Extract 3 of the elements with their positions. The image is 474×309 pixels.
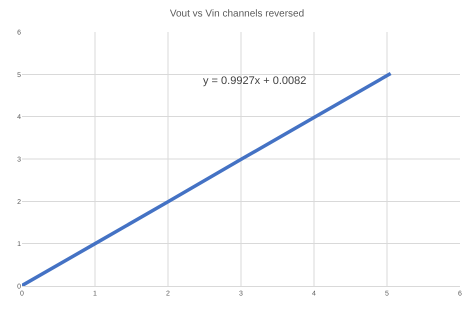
chart-title: Vout vs Vin channels reversed <box>170 8 304 20</box>
annotation: y = 0.9927x + 0.0082 <box>203 75 306 87</box>
line-series <box>22 72 392 286</box>
